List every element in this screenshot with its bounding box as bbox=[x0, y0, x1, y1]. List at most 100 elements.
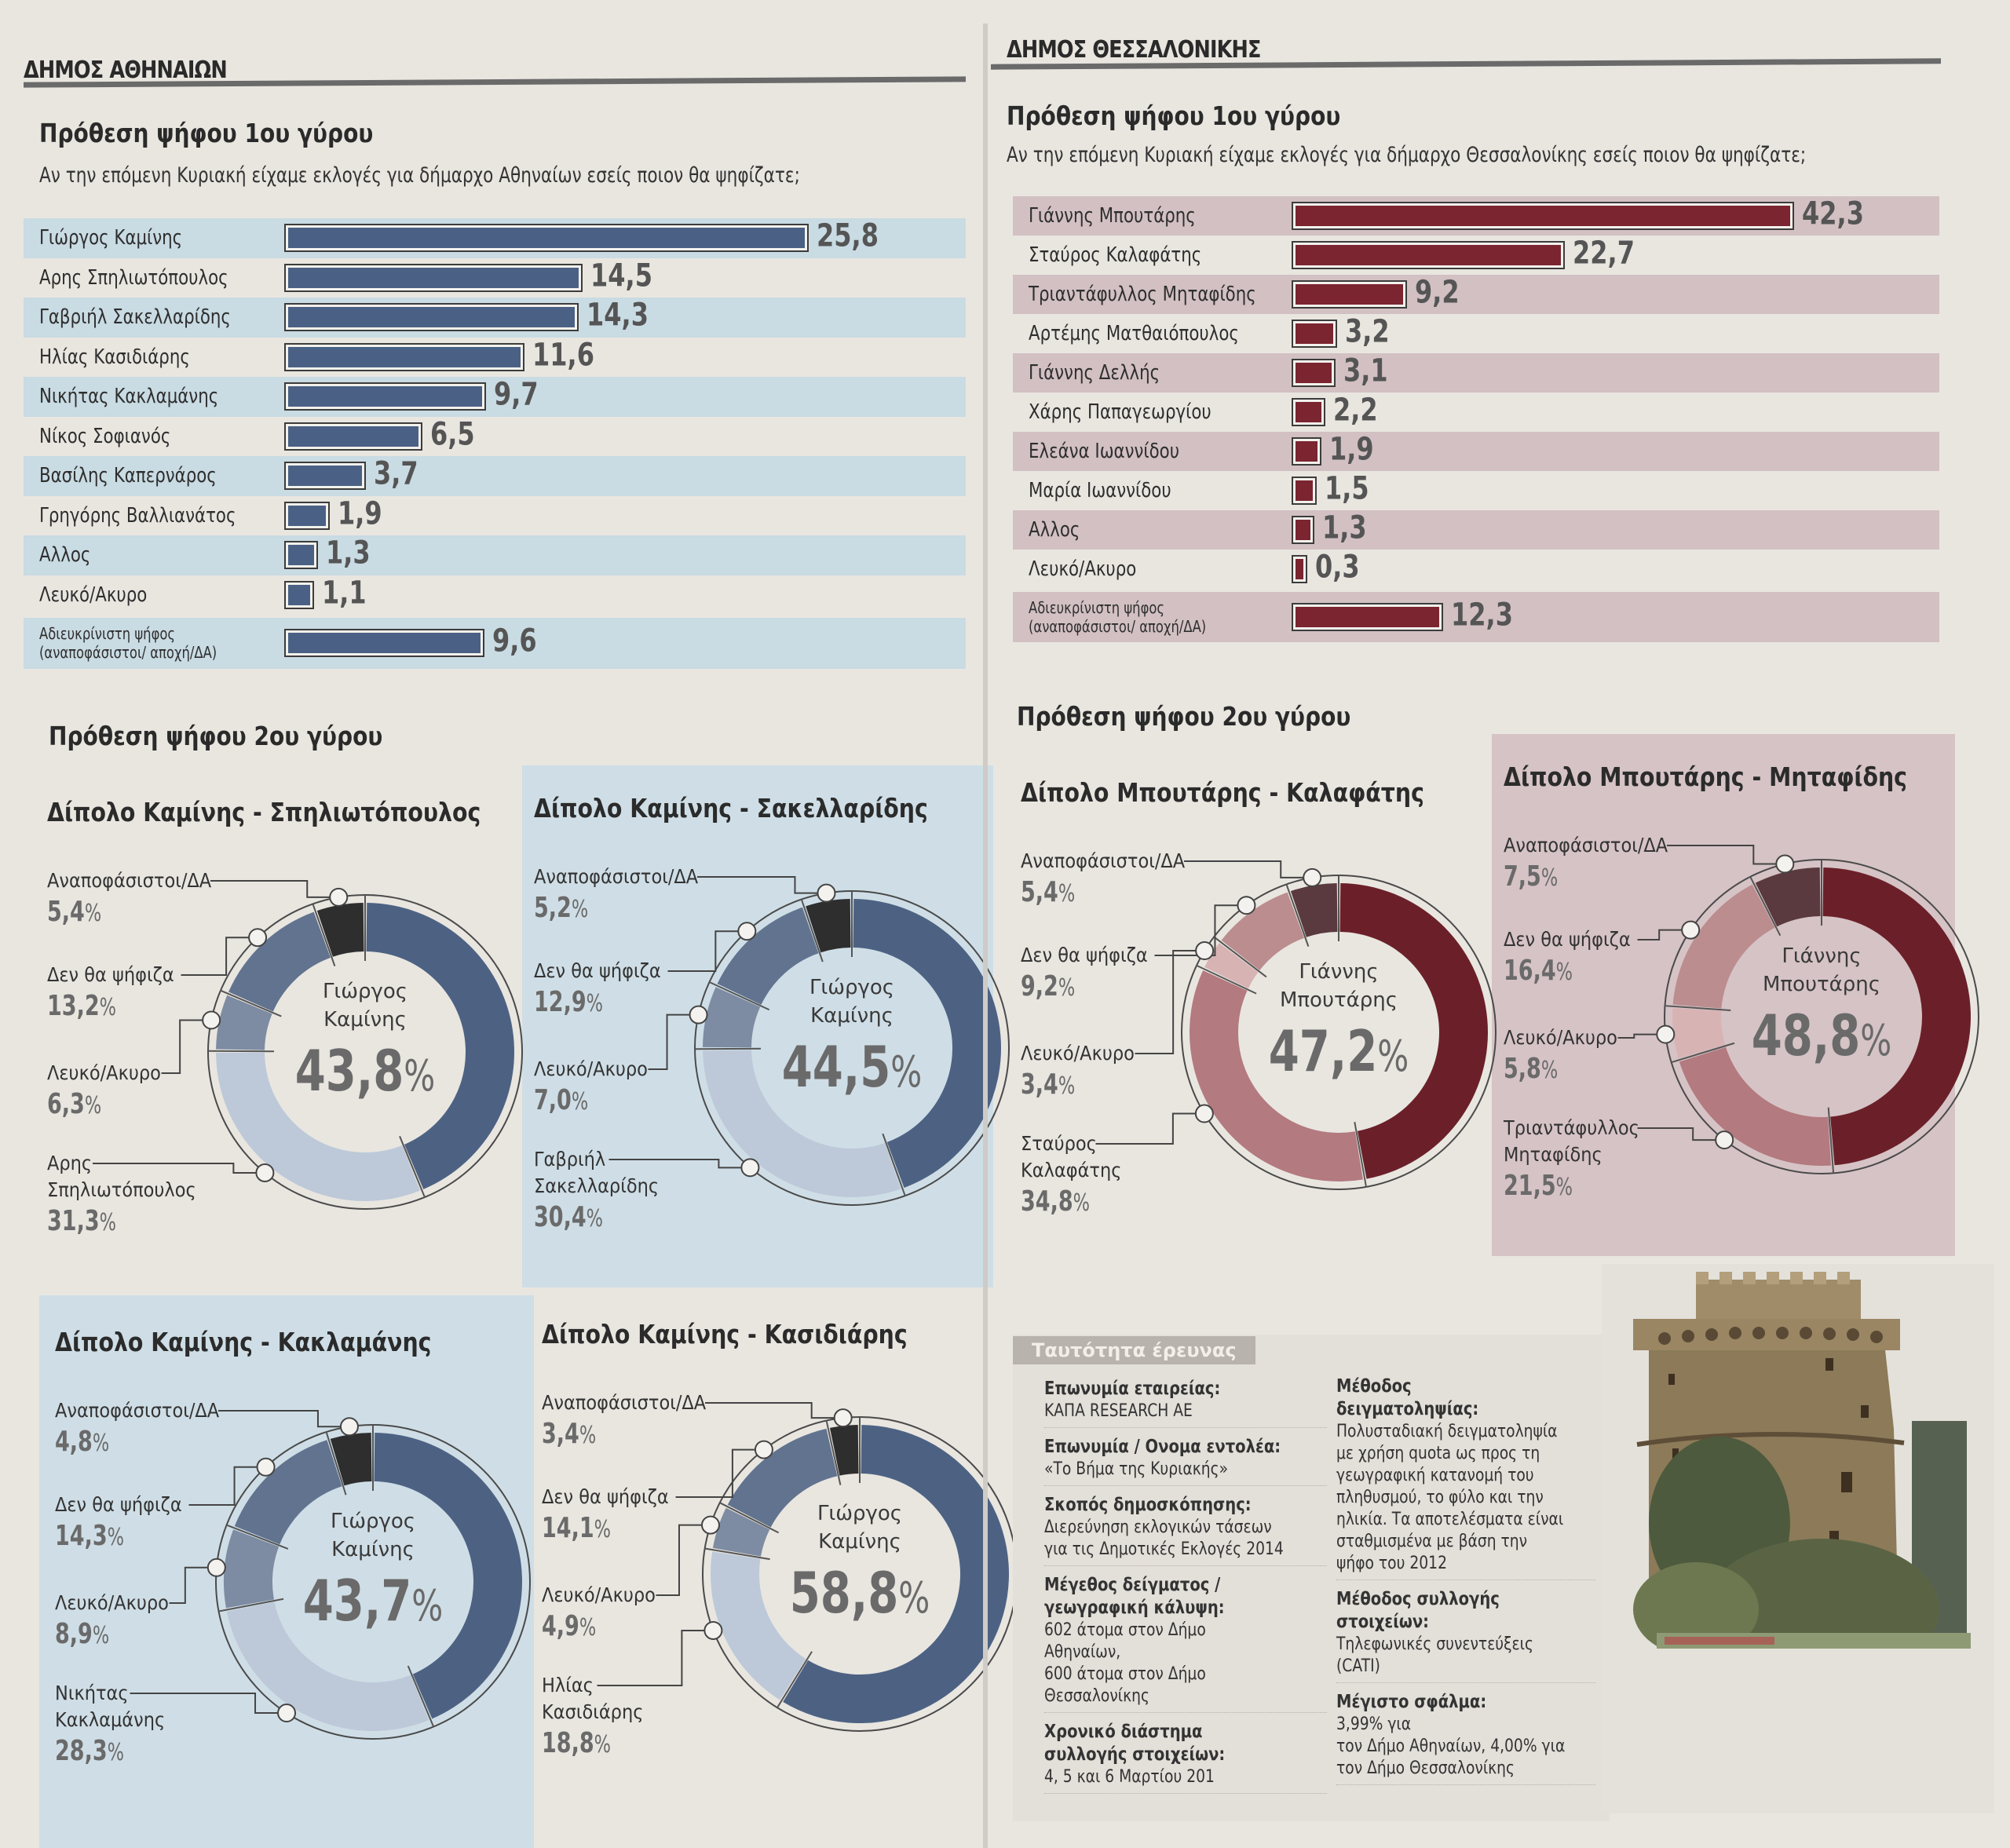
leader-line bbox=[169, 1566, 217, 1604]
athens-donut-panel-bg-2 bbox=[522, 765, 993, 1287]
bar bbox=[284, 501, 331, 530]
bar-row: Αλλος 1,3 bbox=[24, 535, 966, 575]
bar-value-label: 11,6 bbox=[532, 337, 594, 374]
percent-sign: % bbox=[1555, 959, 1573, 986]
row-stripe bbox=[24, 456, 966, 496]
bar-label: Βασίλης Καπερνάρος bbox=[39, 464, 217, 488]
bar-row: Σταύρος Καλαφάτης 22,7 bbox=[1013, 236, 1939, 275]
donut-center-value-label: 43,7% bbox=[294, 1568, 453, 1634]
bar-label: Λευκό/Ακυρο bbox=[1029, 557, 1137, 581]
bar-fill bbox=[1296, 441, 1318, 462]
donut-segment-value: 28,3 bbox=[55, 1735, 108, 1767]
bar-fill bbox=[288, 386, 483, 407]
percent-sign: % bbox=[92, 1430, 110, 1457]
donut-segment bbox=[226, 1601, 429, 1731]
donut-segment-value-label: 5,4% bbox=[1021, 876, 1075, 908]
bar-label: Σταύρος Καλαφάτης bbox=[1029, 243, 1202, 267]
bar bbox=[1292, 398, 1325, 426]
athens-round1-question: Αν την επόμενη Κυριακή είχαμε εκλογές γι… bbox=[39, 163, 800, 188]
leader-dot bbox=[206, 1558, 226, 1577]
donut-segment-value-label: 34,8% bbox=[1021, 1185, 1090, 1218]
leader-line bbox=[93, 1163, 265, 1174]
leader-line bbox=[608, 1159, 751, 1169]
bar bbox=[1292, 437, 1322, 466]
donut-segment bbox=[1672, 1008, 1726, 1059]
donut-panel-kaminis-spiliotopoulos: Δίπολο Καμίνης - Σπηλιωτόπουλος Αναποφάσι… bbox=[31, 781, 523, 1268]
bar-value-label: 9,2 bbox=[1415, 274, 1460, 311]
segment-separator bbox=[1213, 936, 1267, 978]
donut-segment-value-label: 16,4% bbox=[1504, 955, 1573, 987]
percent-sign: % bbox=[1058, 1072, 1076, 1100]
bar bbox=[284, 629, 484, 658]
donut-segment bbox=[216, 995, 272, 1050]
donut-segment bbox=[330, 1433, 372, 1486]
donut-segment bbox=[703, 1050, 901, 1197]
survey-item: Επωνυμία εταιρείας: ΚΑΠΑ RESEARCH ΑΕ bbox=[1044, 1378, 1327, 1428]
segment-separator bbox=[825, 1420, 842, 1485]
donut-segment bbox=[1190, 970, 1364, 1181]
donut-chart bbox=[597, 1402, 1018, 1732]
bar-row: Ηλίας Κασιδιάρης 11,6 bbox=[24, 337, 966, 378]
donut-center-label: Γιάννης Μπουτάρης bbox=[1279, 960, 1398, 1012]
donut-segment-value-label: 13,2% bbox=[47, 990, 116, 1022]
bar-row: Γρηγόρης Βαλλιανάτος 1,9 bbox=[24, 495, 966, 536]
bar-value-label: 25,8 bbox=[816, 217, 879, 254]
bar-value-label: 14,5 bbox=[590, 257, 652, 294]
bar-fill bbox=[288, 505, 327, 526]
percent-sign: % bbox=[571, 1088, 589, 1116]
donut-segment-value: 9,2 bbox=[1021, 970, 1058, 1003]
donut-segment-label: Αναποφάσιστοι/ΔΑ bbox=[47, 869, 212, 892]
segment-separator bbox=[1749, 876, 1782, 937]
donut-title: Δίπολο Καμίνης - Σπηλιωτόπουλος bbox=[47, 797, 481, 827]
leader-dot bbox=[1775, 854, 1795, 874]
segment-separator bbox=[1665, 1005, 1731, 1011]
percent-sign: % bbox=[1540, 1057, 1559, 1084]
survey-item-key: Μέθοδος συλλογής στοιχείων: bbox=[1336, 1589, 1500, 1632]
percent-sign: % bbox=[579, 1614, 597, 1642]
donut-segment-value: 5,8 bbox=[1504, 1053, 1541, 1085]
percent-sign: % bbox=[1377, 1032, 1409, 1081]
bar-value-label: 9,6 bbox=[492, 623, 537, 659]
leader-line bbox=[656, 1524, 711, 1596]
donut-segment-value-label: 7,5% bbox=[1504, 860, 1558, 893]
donut-title: Δίπολο Καμίνης - Σακελλαρίδης bbox=[534, 793, 928, 824]
donut-panel-boutaris-kalafatis: Δίπολο Μπουτάρης - Καλαφάτης Αναποφάσιστο… bbox=[1005, 761, 1497, 1248]
donut-panel-kaminis-kaklamanis: Δίπολο Καμίνης - Κακλαμάνης Αναποφάσιστοι… bbox=[39, 1311, 531, 1798]
percent-sign: % bbox=[571, 896, 589, 923]
donut-segment-label: Αναποφάσιστοι/ΔΑ bbox=[55, 1399, 220, 1422]
donut-segment bbox=[806, 899, 851, 953]
survey-item-value: 3,99% για τον Δήμο Αθηναίων, 4,00% για τ… bbox=[1336, 1715, 1566, 1778]
row-stripe bbox=[1013, 353, 1939, 393]
bar-fill bbox=[1296, 480, 1314, 501]
donut-title: Δίπολο Μπουτάρης - Καλαφάτης bbox=[1021, 777, 1424, 808]
survey-left-column: Επωνυμία εταιρείας: ΚΑΠΑ RESEARCH ΑΕ Επωνυ… bbox=[1044, 1378, 1327, 1802]
donut-center-value: 44,5 bbox=[781, 1034, 891, 1100]
survey-item: Χρονικό διάστημα συλλογής στοιχείων: 4, 5… bbox=[1044, 1721, 1327, 1794]
donut-segment-value-label: 14,1% bbox=[542, 1512, 611, 1544]
donut-center-value-label: 47,2% bbox=[1259, 1018, 1419, 1084]
donut-segment bbox=[703, 987, 761, 1048]
donut-segment bbox=[711, 1551, 806, 1700]
row-stripe bbox=[24, 535, 966, 575]
bar-value-label: 1,5 bbox=[1325, 470, 1370, 507]
donut-segment-label: Δεν θα ψήφιζα bbox=[1504, 928, 1631, 951]
donut-center-label: Γιώργος Καμίνης bbox=[330, 1510, 416, 1561]
bar-fill bbox=[288, 307, 575, 328]
leader-line bbox=[1154, 904, 1247, 956]
donut-segment-label: Δεν θα ψήφιζα bbox=[55, 1493, 182, 1516]
leader-line bbox=[697, 876, 827, 894]
bar-fill bbox=[1296, 520, 1311, 540]
survey-item: Επωνυμία / Ονομα εντολέα: «Το Βήμα της Κυ… bbox=[1044, 1436, 1327, 1486]
donut-segment-value-label: 5,2% bbox=[534, 892, 588, 924]
donut-center-value-label: 48,8% bbox=[1742, 1003, 1902, 1068]
bar-row: Λευκό/Ακυρο 0,3 bbox=[1013, 550, 1939, 589]
donut-segment bbox=[727, 1428, 838, 1528]
percent-sign: % bbox=[107, 1739, 125, 1766]
percent-sign: % bbox=[411, 1581, 444, 1631]
leader-dot bbox=[689, 1005, 708, 1024]
donut-segment-value-label: 5,4% bbox=[47, 896, 101, 928]
donut-segment-label: Ηλίας Κασιδιάρης bbox=[542, 1674, 644, 1723]
donut-segment bbox=[829, 1425, 859, 1476]
donut-title: Δίπολο Καμίνης - Κακλαμάνης bbox=[55, 1327, 432, 1357]
leader-dot bbox=[704, 1620, 723, 1640]
